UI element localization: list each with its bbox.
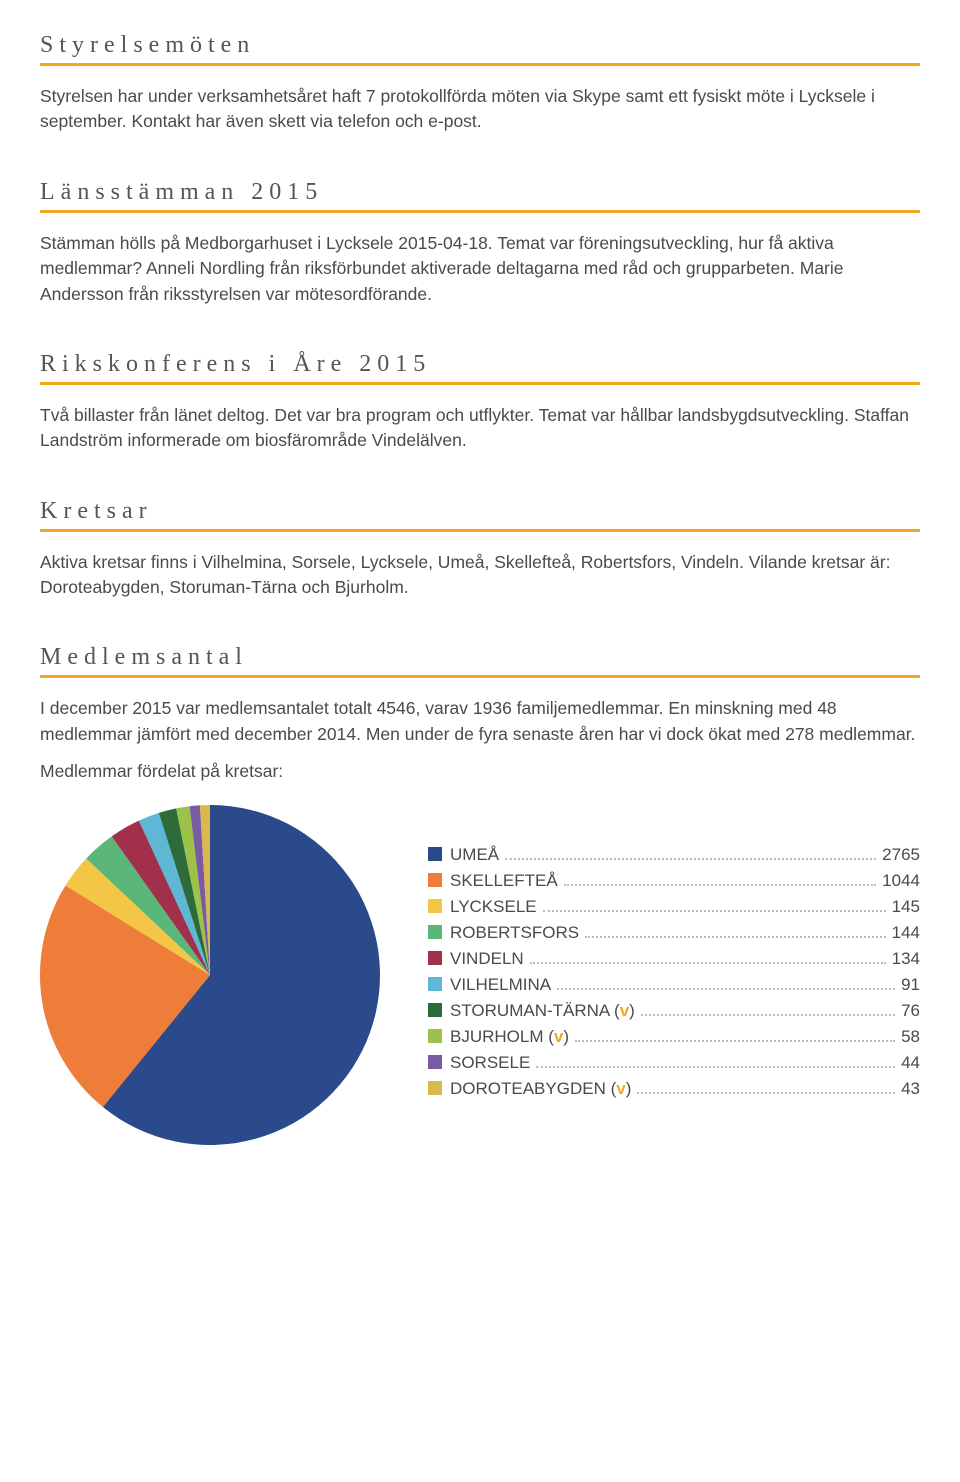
rule bbox=[40, 529, 920, 532]
heading-kretsar: Kretsar bbox=[40, 498, 920, 525]
legend-label: STORUMAN-TÄRNA (v) bbox=[450, 1001, 635, 1021]
body-medlemsantal: I december 2015 var medlemsantalet total… bbox=[40, 696, 920, 747]
legend-dots bbox=[505, 858, 876, 860]
body-kretsar: Aktiva kretsar finns i Vilhelmina, Sorse… bbox=[40, 550, 920, 601]
legend-swatch bbox=[428, 925, 442, 939]
rule bbox=[40, 675, 920, 678]
heading-medlemsantal: Medlemsantal bbox=[40, 644, 920, 671]
body-rikskonferens: Två billaster från länet deltog. Det var… bbox=[40, 403, 920, 454]
legend-dots bbox=[637, 1092, 895, 1094]
heading-lansstamman: Länsstämman 2015 bbox=[40, 179, 920, 206]
legend-swatch bbox=[428, 1055, 442, 1069]
legend-label: ROBERTSFORS bbox=[450, 923, 579, 943]
legend-dots bbox=[543, 910, 886, 912]
legend-value: 58 bbox=[901, 1027, 920, 1047]
dormant-marker: v bbox=[554, 1027, 563, 1046]
heading-rikskonferens: Rikskonferens i Åre 2015 bbox=[40, 351, 920, 378]
section-kretsar: Kretsar Aktiva kretsar finns i Vilhelmin… bbox=[40, 498, 920, 601]
legend-label: DOROTEABYGDEN (v) bbox=[450, 1079, 631, 1099]
legend-dots bbox=[564, 884, 876, 886]
rule bbox=[40, 382, 920, 385]
legend-row: STORUMAN-TÄRNA (v) 76 bbox=[428, 1001, 920, 1021]
pie-chart-region: UMEÅ 2765 SKELLEFTEÅ 1044 LYCKSELE 145 ROBERTS… bbox=[40, 805, 920, 1145]
legend-value: 144 bbox=[892, 923, 920, 943]
legend-swatch bbox=[428, 951, 442, 965]
legend-row: SORSELE 44 bbox=[428, 1053, 920, 1073]
dormant-marker: v bbox=[616, 1079, 625, 1098]
legend-dots bbox=[530, 962, 886, 964]
body-styrelsemoten: Styrelsen har under verksamhetsåret haft… bbox=[40, 84, 920, 135]
legend-label: UMEÅ bbox=[450, 845, 499, 865]
legend-swatch bbox=[428, 873, 442, 887]
legend-label: BJURHOLM (v) bbox=[450, 1027, 569, 1047]
legend-value: 1044 bbox=[882, 871, 920, 891]
legend-row: UMEÅ 2765 bbox=[428, 845, 920, 865]
legend-value: 76 bbox=[901, 1001, 920, 1021]
legend-value: 44 bbox=[901, 1053, 920, 1073]
section-rikskonferens: Rikskonferens i Åre 2015 Två billaster f… bbox=[40, 351, 920, 454]
sub-medlemsantal: Medlemmar fördelat på kretsar: bbox=[40, 759, 920, 784]
legend-row: BJURHOLM (v) 58 bbox=[428, 1027, 920, 1047]
legend-dots bbox=[536, 1066, 895, 1068]
legend-label: VILHELMINA bbox=[450, 975, 551, 995]
legend-value: 43 bbox=[901, 1079, 920, 1099]
pie-chart bbox=[40, 805, 380, 1145]
section-styrelsemoten: Styrelsemöten Styrelsen har under verksa… bbox=[40, 32, 920, 135]
legend-swatch bbox=[428, 977, 442, 991]
legend-row: VILHELMINA 91 bbox=[428, 975, 920, 995]
legend-value: 91 bbox=[901, 975, 920, 995]
legend-label: LYCKSELE bbox=[450, 897, 537, 917]
legend-dots bbox=[575, 1040, 895, 1042]
legend-value: 145 bbox=[892, 897, 920, 917]
legend-dots bbox=[585, 936, 886, 938]
legend-dots bbox=[557, 988, 895, 990]
heading-styrelsemoten: Styrelsemöten bbox=[40, 32, 920, 59]
section-lansstamman: Länsstämman 2015 Stämman hölls på Medbor… bbox=[40, 179, 920, 307]
legend-label: VINDELN bbox=[450, 949, 524, 969]
legend-dots bbox=[641, 1014, 895, 1016]
legend-row: LYCKSELE 145 bbox=[428, 897, 920, 917]
legend-value: 2765 bbox=[882, 845, 920, 865]
legend-swatch bbox=[428, 1003, 442, 1017]
pie-legend: UMEÅ 2765 SKELLEFTEÅ 1044 LYCKSELE 145 ROBERTS… bbox=[428, 805, 920, 1105]
legend-row: SKELLEFTEÅ 1044 bbox=[428, 871, 920, 891]
legend-swatch bbox=[428, 847, 442, 861]
legend-swatch bbox=[428, 899, 442, 913]
legend-row: ROBERTSFORS 144 bbox=[428, 923, 920, 943]
legend-swatch bbox=[428, 1081, 442, 1095]
body-lansstamman: Stämman hölls på Medborgarhuset i Lyckse… bbox=[40, 231, 920, 307]
legend-swatch bbox=[428, 1029, 442, 1043]
dormant-marker: v bbox=[620, 1001, 629, 1020]
legend-value: 134 bbox=[892, 949, 920, 969]
legend-row: DOROTEABYGDEN (v) 43 bbox=[428, 1079, 920, 1099]
legend-row: VINDELN 134 bbox=[428, 949, 920, 969]
legend-label: SKELLEFTEÅ bbox=[450, 871, 558, 891]
rule bbox=[40, 210, 920, 213]
section-medlemsantal: Medlemsantal I december 2015 var medlems… bbox=[40, 644, 920, 1144]
legend-label: SORSELE bbox=[450, 1053, 530, 1073]
rule bbox=[40, 63, 920, 66]
